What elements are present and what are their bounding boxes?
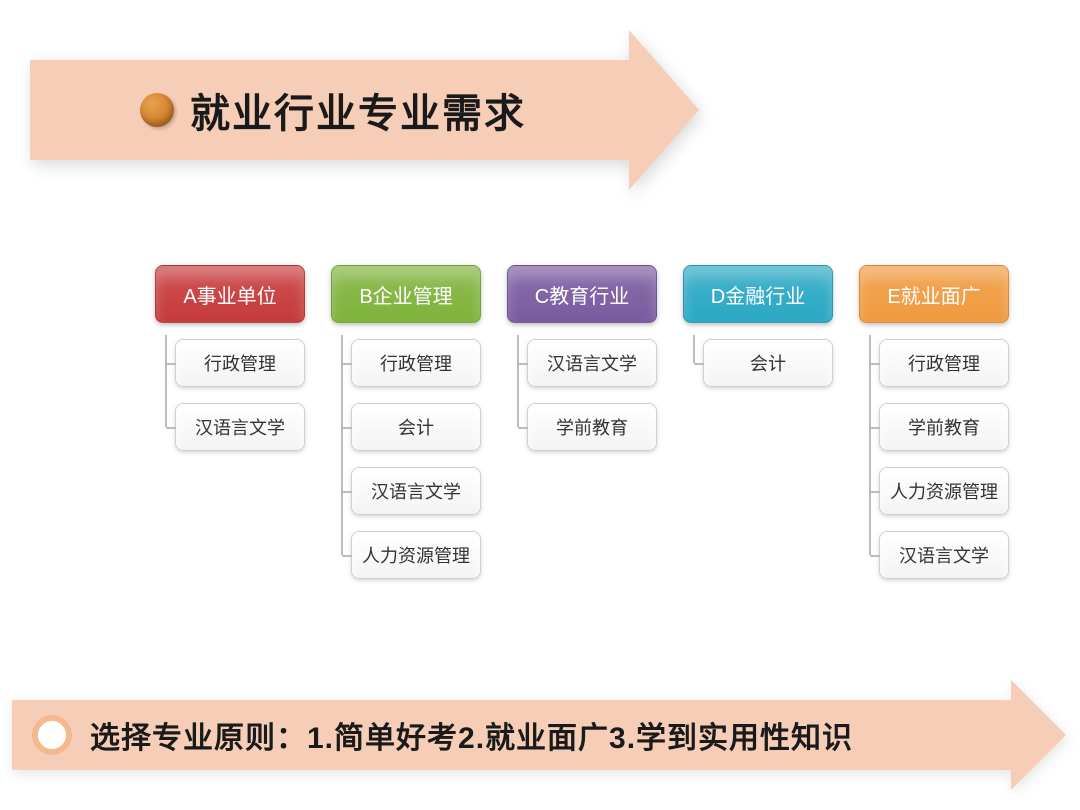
industry-diagram: A事业单位行政管理汉语言文学B企业管理行政管理会计汉语言文学人力资源管理C教育行…: [155, 265, 1009, 579]
child-item: 行政管理: [175, 339, 305, 387]
column-children: 会计: [683, 339, 833, 387]
child-item: 汉语言文学: [175, 403, 305, 451]
top-banner-body: 就业行业专业需求: [30, 60, 630, 160]
column-children: 汉语言文学学前教育: [507, 339, 657, 451]
child-item: 行政管理: [351, 339, 481, 387]
column-header: E就业面广: [859, 265, 1009, 323]
principle-text: 选择专业原则：1.简单好考2.就业面广3.学到实用性知识: [90, 713, 853, 757]
child-item: 人力资源管理: [351, 531, 481, 579]
top-banner: 就业行业专业需求: [30, 60, 699, 160]
page-title: 就业行业专业需求: [190, 81, 526, 139]
child-item: 学前教育: [879, 403, 1009, 451]
column-header: C教育行业: [507, 265, 657, 323]
child-item: 会计: [703, 339, 833, 387]
column: E就业面广行政管理学前教育人力资源管理汉语言文学: [859, 265, 1009, 579]
column: C教育行业汉语言文学学前教育: [507, 265, 657, 579]
column-children: 行政管理会计汉语言文学人力资源管理: [331, 339, 481, 579]
column-children: 行政管理学前教育人力资源管理汉语言文学: [859, 339, 1009, 579]
arrow-right-icon: [1011, 680, 1066, 790]
child-item: 汉语言文学: [879, 531, 1009, 579]
bottom-banner-body: 选择专业原则：1.简单好考2.就业面广3.学到实用性知识: [12, 700, 1012, 770]
child-item: 汉语言文学: [351, 467, 481, 515]
child-item: 学前教育: [527, 403, 657, 451]
arrow-right-icon: [629, 30, 699, 190]
column-children: 行政管理汉语言文学: [155, 339, 305, 451]
child-item: 行政管理: [879, 339, 1009, 387]
child-item: 人力资源管理: [879, 467, 1009, 515]
child-item: 会计: [351, 403, 481, 451]
bullet-icon: [140, 93, 174, 127]
column-header: B企业管理: [331, 265, 481, 323]
column: D金融行业会计: [683, 265, 833, 579]
column: B企业管理行政管理会计汉语言文学人力资源管理: [331, 265, 481, 579]
column: A事业单位行政管理汉语言文学: [155, 265, 305, 579]
circle-icon: [32, 715, 72, 755]
child-item: 汉语言文学: [527, 339, 657, 387]
column-header: D金融行业: [683, 265, 833, 323]
column-header: A事业单位: [155, 265, 305, 323]
bottom-banner: 选择专业原则：1.简单好考2.就业面广3.学到实用性知识: [12, 700, 1066, 770]
